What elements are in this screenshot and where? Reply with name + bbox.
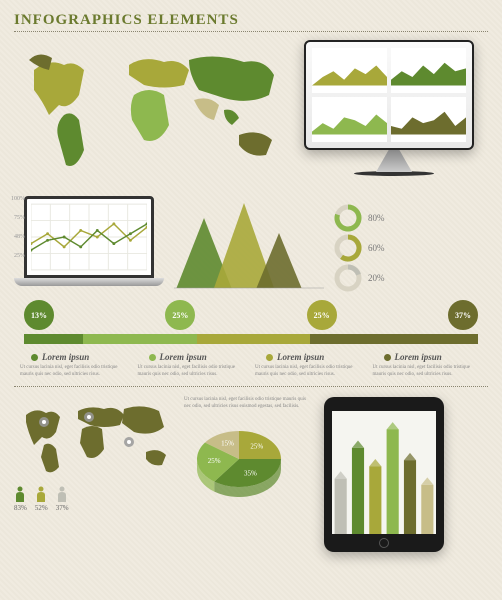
monitor-device <box>304 40 484 190</box>
svg-text:15%: 15% <box>221 440 234 448</box>
world-map-2 <box>14 397 174 477</box>
svg-text:25%: 25% <box>208 457 221 465</box>
pie-chart: 25% 35% 25% 15% <box>184 414 304 509</box>
text-columns: Lorem ipsunUt cursus lacinia nisl, eget … <box>14 352 488 378</box>
world-map-2-block: 83%52%37% <box>14 397 174 552</box>
world-map <box>14 40 294 188</box>
pie-description: Ut cursus lacinia nisl, eget facilisis o… <box>184 397 314 410</box>
people-stats: 83%52%37% <box>14 486 174 512</box>
donut-charts: 80%60%20% <box>334 204 404 292</box>
triangle-chart <box>174 196 324 292</box>
svg-text:25%: 25% <box>250 443 263 451</box>
tablet-device <box>324 397 444 552</box>
progress-section: 13%25%25%37% <box>14 300 488 344</box>
pie-block: Ut cursus lacinia nisl, eget facilisis o… <box>184 397 314 552</box>
page-title: INFOGRAPHICS ELEMENTS <box>14 12 488 29</box>
svg-text:35%: 35% <box>244 470 257 478</box>
laptop-device: 100%75%48%25% <box>14 196 164 292</box>
title-divider <box>14 31 488 32</box>
